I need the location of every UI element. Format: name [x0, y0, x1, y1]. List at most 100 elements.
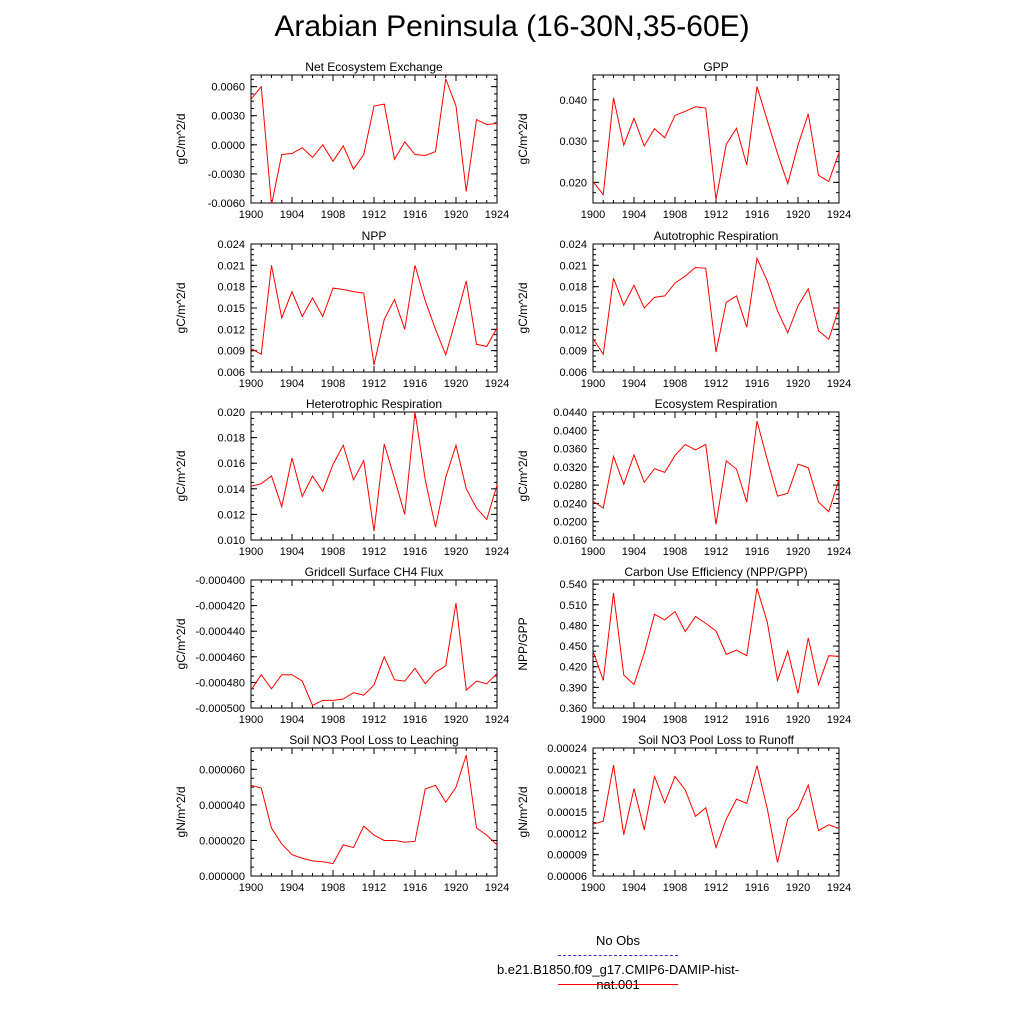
x-tick-label: 1924 [485, 546, 509, 558]
x-tick-label: 1924 [827, 378, 851, 390]
chart-panel: Soil NO3 Pool Loss to Runoff gN/m^2/d 1900… [516, 733, 851, 894]
series-line [251, 265, 497, 365]
chart-panel: NPP gC/m^2/d 1900 1904 1908 1912 1916 1920 1924 0… [174, 229, 509, 390]
x-tick-label: 1900 [581, 546, 605, 558]
x-tick-label: 1920 [786, 882, 810, 894]
x-tick-label: 1912 [362, 209, 386, 221]
plot-frame [592, 747, 840, 877]
x-tick-label: 1924 [827, 546, 851, 558]
legend-obs-label: No Obs [595, 933, 641, 948]
series-line [251, 602, 497, 707]
x-tick-label: 1920 [786, 714, 810, 726]
y-axis-label: gC/m^2/d [174, 114, 188, 165]
series-line [251, 412, 497, 532]
x-tick-label: 1904 [280, 378, 304, 390]
x-tick-label: 1908 [321, 714, 345, 726]
x-tick-label: 1924 [485, 209, 509, 221]
y-tick-label: 0.00024 [547, 743, 587, 755]
y-tick-label: 0.018 [559, 282, 587, 294]
y-tick-label: 0.0240 [553, 498, 587, 510]
plot-frame [250, 243, 498, 373]
panel-title: Soil NO3 Pool Loss to Runoff [638, 733, 795, 747]
y-tick-label: -0.0030 [208, 169, 245, 181]
y-axis-label: gC/m^2/d [516, 451, 530, 502]
x-tick-label: 1908 [663, 714, 687, 726]
panel-title: GPP [703, 60, 728, 74]
chart-panel: GPP gC/m^2/d 1900 1904 1908 1912 1916 1920 1924 0… [516, 60, 851, 221]
y-tick-label: 0.420 [559, 662, 587, 674]
x-tick-label: 1924 [485, 378, 509, 390]
y-axis-label: gN/m^2/d [174, 787, 188, 838]
chart-panel: Carbon Use Efficiency (NPP/GPP) NPP/GPP 19… [516, 565, 851, 726]
x-tick-label: 1924 [827, 882, 851, 894]
y-tick-label: -0.000500 [195, 703, 245, 715]
x-tick-label: 1912 [704, 882, 728, 894]
x-tick-label: 1920 [444, 714, 468, 726]
x-tick-label: 1900 [239, 546, 263, 558]
y-tick-label: 0.540 [559, 579, 587, 591]
chart-panel: Autotrophic Respiration gC/m^2/d 1900 1904 1… [516, 229, 851, 390]
x-tick-label: 1916 [745, 209, 769, 221]
y-tick-label: 0.00015 [547, 807, 587, 819]
y-tick-label: 0.0030 [211, 111, 245, 123]
y-tick-label: 0.024 [559, 239, 587, 251]
y-axis-label: gC/m^2/d [516, 114, 530, 165]
y-tick-label: 0.020 [217, 407, 245, 419]
panel-title: NPP [362, 229, 387, 243]
y-tick-label: 0.00012 [547, 828, 587, 840]
y-tick-label: 0.0320 [553, 462, 587, 474]
x-tick-label: 1908 [663, 882, 687, 894]
y-tick-label: 0.0160 [553, 535, 587, 547]
x-tick-label: 1900 [239, 378, 263, 390]
panel-title: Net Ecosystem Exchange [305, 60, 443, 74]
y-tick-label: 0.010 [217, 535, 245, 547]
x-tick-label: 1900 [581, 209, 605, 221]
x-tick-label: 1912 [362, 378, 386, 390]
y-tick-label: -0.000400 [195, 575, 245, 587]
x-tick-label: 1900 [581, 714, 605, 726]
x-tick-label: 1920 [786, 378, 810, 390]
y-tick-label: 0.012 [217, 509, 245, 521]
series-line [593, 421, 839, 525]
x-tick-label: 1904 [280, 882, 304, 894]
y-tick-label: 0.0440 [553, 407, 587, 419]
x-tick-label: 1908 [663, 209, 687, 221]
plot-frame [250, 747, 498, 877]
y-tick-label: 0.040 [559, 95, 587, 107]
figure-title: Arabian Peninsula (16-30N,35-60E) [274, 10, 750, 43]
panel-title: Gridcell Surface CH4 Flux [305, 565, 444, 579]
x-tick-label: 1924 [827, 209, 851, 221]
x-tick-label: 1924 [485, 882, 509, 894]
x-tick-label: 1900 [239, 882, 263, 894]
chart-panel: Gridcell Surface CH4 Flux gC/m^2/d 1900 190… [174, 565, 509, 726]
y-tick-label: 0.390 [559, 682, 587, 694]
y-axis-label: gC/m^2/d [516, 283, 530, 334]
x-tick-label: 1900 [581, 378, 605, 390]
y-tick-label: 0.009 [217, 346, 245, 358]
y-tick-label: 0.000040 [199, 800, 245, 812]
y-tick-label: 0.0000 [211, 140, 245, 152]
x-tick-label: 1908 [321, 209, 345, 221]
y-tick-label: 0.000020 [199, 835, 245, 847]
x-tick-label: 1916 [745, 546, 769, 558]
y-tick-label: 0.015 [217, 303, 245, 315]
x-tick-label: 1916 [403, 546, 427, 558]
y-tick-label: 0.450 [559, 641, 587, 653]
x-tick-label: 1912 [362, 714, 386, 726]
series-line [593, 256, 839, 356]
x-tick-label: 1912 [704, 378, 728, 390]
plot-frame [250, 579, 498, 709]
y-tick-label: 0.009 [559, 346, 587, 358]
y-tick-label: 0.00018 [547, 786, 587, 798]
x-tick-label: 1916 [403, 882, 427, 894]
y-tick-label: 0.000060 [199, 764, 245, 776]
x-tick-label: 1904 [622, 882, 646, 894]
legend-model-line [558, 984, 678, 985]
x-tick-label: 1900 [581, 882, 605, 894]
x-tick-label: 1900 [239, 209, 263, 221]
y-tick-label: 0.018 [217, 433, 245, 445]
y-axis-label: gC/m^2/d [174, 619, 188, 670]
series-line [593, 86, 839, 200]
x-tick-label: 1920 [444, 546, 468, 558]
panel-title: Heterotrophic Respiration [306, 397, 442, 411]
